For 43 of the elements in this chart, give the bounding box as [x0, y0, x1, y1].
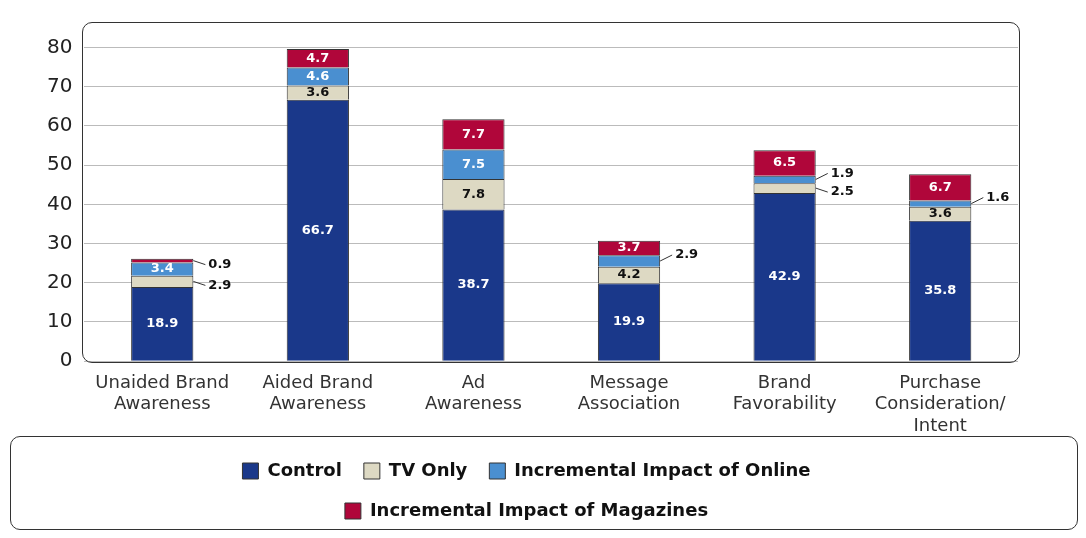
data-label: 1.6: [986, 188, 1010, 204]
data-label: 2.5: [830, 183, 854, 199]
data-label: 4.2: [617, 266, 641, 282]
data-label: 6.7: [928, 178, 952, 194]
x-tick-label: Brand Favorability: [732, 370, 837, 414]
y-tick-label: 50: [47, 151, 73, 176]
data-label: 2.9: [208, 276, 232, 292]
data-label: 19.9: [612, 313, 646, 329]
data-label: 7.7: [461, 125, 485, 141]
x-tick-label: Purchase Consideration/ Intent: [874, 370, 1007, 435]
data-label: 7.8: [461, 185, 485, 201]
legend-label: Incremental Impact of Magazines: [369, 498, 709, 520]
data-label: 18.9: [146, 315, 179, 331]
y-tick-label: 40: [47, 190, 73, 215]
data-label: 2.9: [675, 246, 699, 262]
y-tick-label: 0: [59, 347, 73, 372]
legend-label: TV Only: [388, 458, 468, 480]
data-label: 3.7: [617, 239, 641, 255]
data-label: 35.8: [924, 282, 957, 298]
y-tick-label: 30: [47, 229, 73, 254]
data-label: 42.9: [768, 268, 801, 284]
data-label: 3.6: [928, 205, 952, 221]
x-tick-label: Message Association: [577, 370, 681, 414]
data-label: 3.6: [306, 83, 330, 99]
legend-label: Control: [267, 458, 342, 480]
data-label: 3.4: [150, 260, 174, 276]
x-tick-label: Unaided Brand Awareness: [95, 370, 230, 414]
data-label: 38.7: [457, 276, 490, 292]
data-label: 4.6: [306, 67, 330, 83]
data-label: 7.5: [461, 155, 485, 171]
y-tick-label: 20: [47, 268, 73, 293]
y-tick-label: 10: [47, 308, 73, 333]
y-tick-label: 80: [47, 33, 73, 58]
x-tick-label: Aided Brand Awareness: [262, 370, 374, 414]
legend-label: Incremental Impact of Online: [514, 458, 811, 480]
x-tick-label: Ad Awareness: [425, 370, 522, 414]
data-label: 0.9: [208, 256, 232, 271]
data-label: 66.7: [301, 221, 334, 237]
y-tick-label: 70: [47, 72, 73, 97]
data-label: 1.9: [830, 164, 854, 180]
data-label: 6.5: [773, 154, 797, 170]
data-label: 4.7: [306, 49, 330, 65]
y-tick-label: 60: [47, 112, 73, 137]
